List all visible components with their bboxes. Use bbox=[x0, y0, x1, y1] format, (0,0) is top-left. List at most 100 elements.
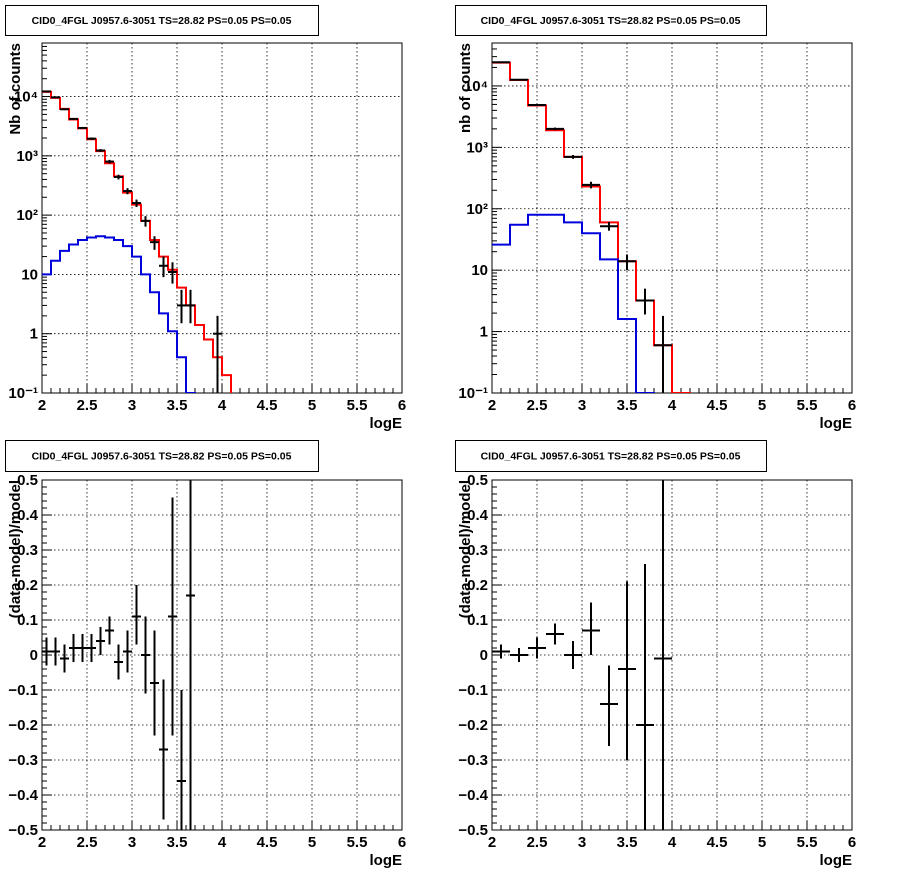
y-axis-label: (data-model)/model bbox=[457, 480, 474, 618]
x-tick-label: 5 bbox=[308, 834, 316, 851]
y-axis-label: Nb of counts bbox=[7, 43, 24, 135]
x-tick-label: 4.5 bbox=[707, 397, 728, 414]
y-tick-label: 10 bbox=[21, 266, 38, 283]
chart-panel-3: CID0_4FGL J0957.6-3051 TS=28.82 PS=0.05 … bbox=[5, 440, 406, 869]
plot-area bbox=[42, 480, 195, 830]
chart-title: CID0_4FGL J0957.6-3051 TS=28.82 PS=0.05 … bbox=[481, 15, 741, 27]
y-tick-label: 10² bbox=[16, 207, 38, 224]
y-tick-label: 10³ bbox=[16, 148, 38, 165]
x-tick-label: 5.5 bbox=[797, 834, 818, 851]
plot-area bbox=[492, 61, 691, 393]
x-tick-label: 5.5 bbox=[797, 397, 818, 414]
x-tick-label: 2.5 bbox=[527, 397, 548, 414]
x-tick-label: 6 bbox=[398, 834, 406, 851]
y-tick-label: −0.4 bbox=[8, 787, 38, 804]
plot-area bbox=[492, 480, 672, 830]
y-tick-label: −0.3 bbox=[8, 752, 38, 769]
x-tick-label: 4 bbox=[218, 397, 227, 414]
y-tick-label: −0.1 bbox=[8, 682, 38, 699]
x-tick-label: 4 bbox=[218, 834, 227, 851]
x-tick-label: 6 bbox=[848, 397, 856, 414]
x-tick-label: 2.5 bbox=[527, 834, 548, 851]
y-tick-label: 10³ bbox=[466, 139, 488, 156]
y-tick-label: 0.4 bbox=[17, 507, 39, 524]
x-tick-label: 2.5 bbox=[77, 397, 98, 414]
x-axis-label: logE bbox=[820, 852, 853, 869]
x-tick-label: 4 bbox=[668, 397, 677, 414]
chart-title: CID0_4FGL J0957.6-3051 TS=28.82 PS=0.05 … bbox=[32, 451, 292, 463]
x-tick-label: 3 bbox=[578, 834, 586, 851]
x-tick-label: 2 bbox=[488, 397, 496, 414]
y-tick-label: 0.4 bbox=[467, 507, 489, 524]
x-tick-label: 3 bbox=[128, 397, 136, 414]
x-tick-label: 4.5 bbox=[257, 834, 278, 851]
x-tick-label: 2.5 bbox=[77, 834, 98, 851]
title-box bbox=[455, 5, 767, 36]
x-tick-label: 5.5 bbox=[347, 834, 368, 851]
y-tick-label: 0.5 bbox=[467, 472, 488, 489]
x-tick-label: 3.5 bbox=[167, 834, 188, 851]
y-tick-label: 10 bbox=[471, 262, 488, 279]
x-tick-label: 3 bbox=[128, 834, 136, 851]
y-tick-label: −0.2 bbox=[458, 717, 488, 734]
x-tick-label: 2 bbox=[38, 397, 46, 414]
y-tick-label: 0 bbox=[30, 647, 38, 664]
x-tick-label: 4 bbox=[668, 834, 677, 851]
title-box bbox=[5, 440, 319, 472]
y-axis-label: (data-model)/model bbox=[7, 480, 24, 618]
x-tick-label: 2 bbox=[38, 834, 46, 851]
y-axis-label: nb of counts bbox=[457, 43, 474, 133]
plot-frame bbox=[41, 479, 403, 831]
y-tick-label: 0.2 bbox=[467, 577, 488, 594]
y-tick-label: −0.2 bbox=[8, 717, 38, 734]
y-tick-label: 0.3 bbox=[17, 542, 38, 559]
x-tick-label: 6 bbox=[848, 834, 856, 851]
y-tick-label: 10⁴ bbox=[464, 78, 488, 95]
x-tick-label: 3.5 bbox=[167, 397, 188, 414]
chart-title: CID0_4FGL J0957.6-3051 TS=28.82 PS=0.05 … bbox=[32, 15, 292, 27]
y-tick-label: 0 bbox=[480, 647, 488, 664]
chart-title: CID0_4FGL J0957.6-3051 TS=28.82 PS=0.05 … bbox=[481, 451, 741, 463]
y-tick-label: 1 bbox=[480, 324, 488, 341]
x-axis-label: logE bbox=[370, 415, 403, 432]
y-tick-label: 10² bbox=[466, 201, 488, 218]
y-tick-label: 0.5 bbox=[17, 472, 38, 489]
chart-panel-1: CID0_4FGL J0957.6-3051 TS=28.82 PS=0.05 … bbox=[5, 5, 406, 432]
y-tick-label: 0.1 bbox=[467, 612, 488, 629]
plot-frame bbox=[41, 42, 403, 394]
x-tick-label: 4.5 bbox=[257, 397, 278, 414]
model-total-histogram bbox=[492, 61, 691, 393]
plot-frame bbox=[491, 479, 853, 831]
plot-area bbox=[42, 90, 232, 393]
y-tick-label: −0.4 bbox=[458, 787, 488, 804]
x-axis-label: logE bbox=[370, 852, 403, 869]
y-tick-label: −0.5 bbox=[8, 822, 38, 839]
x-tick-label: 5 bbox=[758, 397, 766, 414]
x-tick-label: 4.5 bbox=[707, 834, 728, 851]
x-tick-label: 5.5 bbox=[347, 397, 368, 414]
y-tick-label: 1 bbox=[30, 326, 38, 343]
chart-panel-4: CID0_4FGL J0957.6-3051 TS=28.82 PS=0.05 … bbox=[455, 440, 856, 869]
x-tick-label: 3.5 bbox=[617, 834, 638, 851]
x-tick-label: 3 bbox=[578, 397, 586, 414]
y-tick-label: 0.1 bbox=[17, 612, 38, 629]
model-source-histogram bbox=[492, 213, 655, 393]
x-axis-label: logE bbox=[820, 415, 853, 432]
y-tick-label: 10⁴ bbox=[14, 89, 38, 106]
y-tick-label: 0.2 bbox=[17, 577, 38, 594]
y-tick-label: −0.1 bbox=[458, 682, 488, 699]
y-tick-label: −0.5 bbox=[458, 822, 488, 839]
model-source-histogram bbox=[42, 235, 196, 393]
title-box bbox=[5, 5, 319, 36]
y-tick-label: −0.3 bbox=[458, 752, 488, 769]
x-tick-label: 5 bbox=[758, 834, 766, 851]
chart-panel-2: CID0_4FGL J0957.6-3051 TS=28.82 PS=0.05 … bbox=[455, 5, 856, 432]
x-tick-label: 6 bbox=[398, 397, 406, 414]
x-tick-label: 2 bbox=[488, 834, 496, 851]
y-tick-label: 10⁻¹ bbox=[8, 385, 38, 402]
title-box bbox=[455, 440, 767, 472]
y-tick-label: 10⁻¹ bbox=[458, 385, 488, 402]
x-tick-label: 3.5 bbox=[617, 397, 638, 414]
y-tick-label: 0.3 bbox=[467, 542, 488, 559]
